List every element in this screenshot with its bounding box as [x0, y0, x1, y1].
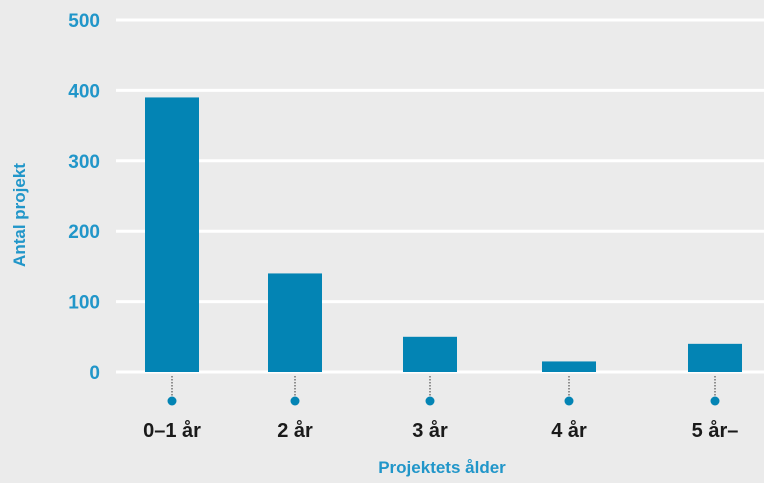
y-tick-label: 500: [68, 11, 100, 32]
category-label: 0–1 år: [143, 419, 201, 442]
y-tick-label: 300: [68, 152, 100, 173]
y-tick-label: 100: [68, 293, 100, 314]
y-tick-label: 200: [68, 222, 100, 243]
bar: [145, 97, 199, 372]
category-label: 3 år: [412, 419, 448, 442]
category-label: 5 år–: [692, 419, 739, 442]
bar: [268, 273, 322, 372]
bar: [542, 361, 596, 372]
category-marker: [167, 396, 177, 406]
x-axis-title: Projektets ålder: [378, 458, 506, 477]
category-label: 2 år: [277, 419, 313, 442]
y-tick-label: 0: [89, 363, 100, 384]
category-marker: [425, 396, 435, 406]
category-marker: [290, 396, 300, 406]
x-axis-categories: 0–1 år 2 år 3 år 4 år 5 år–: [143, 419, 738, 442]
category-marker: [564, 396, 574, 406]
y-axis-title: Antal projekt: [10, 163, 29, 267]
y-axis-ticks: 0 100 200 300 400 500: [68, 11, 100, 384]
category-label: 4 år: [551, 419, 587, 442]
bar: [688, 343, 742, 372]
y-tick-label: 400: [68, 81, 100, 102]
bar: [403, 336, 457, 372]
gridlines: [116, 18, 764, 374]
category-markers: [167, 376, 720, 406]
category-marker: [710, 396, 720, 406]
bars: [145, 97, 742, 372]
